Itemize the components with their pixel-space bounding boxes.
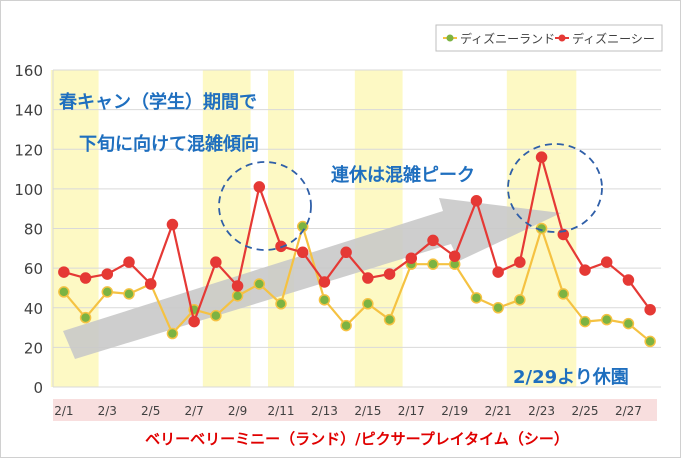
legend-marker (446, 34, 454, 42)
data-point (210, 256, 222, 268)
annotation-text: 春キャン（学生）期間で (59, 91, 257, 113)
data-point (427, 234, 439, 247)
data-point (557, 288, 570, 300)
x-tick-label: 2/7 (184, 404, 203, 418)
trend-arrow (63, 198, 561, 359)
annotation-text: 連休は混雑ピーク (331, 164, 475, 186)
dashed-circle (218, 161, 312, 251)
data-point (362, 298, 374, 310)
x-tick-label: 2/9 (228, 404, 247, 418)
data-point (58, 286, 70, 298)
data-point (383, 313, 396, 326)
data-point (470, 195, 483, 207)
x-axis-title: ベリーベリーミニー（ランド）/ピクサープレイタイム（シー） (145, 430, 569, 448)
data-point (188, 315, 200, 328)
data-point (622, 274, 635, 286)
data-point (79, 311, 92, 324)
y-tick-label: 0 (33, 379, 43, 397)
data-point (470, 292, 483, 304)
data-point (492, 302, 504, 314)
y-tick-label: 160 (14, 62, 43, 80)
data-point (405, 252, 418, 264)
data-point (644, 303, 656, 316)
series-land (58, 220, 656, 348)
series-sea (58, 151, 656, 328)
data-point (644, 335, 656, 348)
data-point (231, 290, 244, 302)
legend-label: ディズニーランド (460, 31, 555, 46)
x-tick-label: 2/15 (354, 404, 381, 418)
y-tick-label: 140 (14, 102, 43, 120)
dashed-circle (507, 143, 603, 233)
annotation-text: 下旬に向けて混雑傾向 (79, 133, 259, 155)
data-point (579, 315, 591, 328)
data-point (101, 286, 114, 298)
x-tick-label: 2/21 (485, 404, 512, 418)
annotation-text: 2/29より休園 (513, 366, 629, 388)
y-tick-label: 60 (24, 260, 43, 278)
y-tick-label: 20 (24, 339, 43, 357)
data-point (123, 256, 135, 268)
data-point (600, 256, 613, 268)
legend: ディズニーランド ディズニーシー (435, 24, 663, 52)
data-point (535, 151, 548, 163)
data-point (492, 266, 504, 278)
legend-marker (558, 34, 566, 42)
data-point (622, 317, 635, 330)
data-point (166, 218, 179, 231)
data-point (210, 309, 222, 322)
data-point (448, 250, 461, 262)
x-tick-label: 2/19 (441, 404, 468, 418)
data-point (427, 258, 439, 270)
x-tick-label: 2/13 (311, 404, 338, 418)
y-tick-label: 100 (14, 181, 43, 199)
emphasis-circles (218, 143, 603, 251)
x-ticks: 2/1 2/3 2/5 2/7 2/9 2/11 2/13 2/15 2/17 2/19 2/21 2… (54, 404, 642, 418)
y-tick-label: 120 (14, 141, 43, 159)
legend-box (435, 24, 663, 52)
x-tick-label: 2/1 (54, 404, 73, 418)
data-point (101, 268, 114, 280)
legend-label: ディズニーシー (572, 31, 655, 46)
data-point (383, 268, 396, 280)
series-line (63, 156, 652, 323)
data-point (253, 278, 266, 290)
data-point (340, 246, 352, 259)
data-point (231, 280, 244, 292)
data-point (600, 313, 613, 326)
data-point (514, 294, 526, 306)
x-tick-label: 2/17 (398, 404, 425, 418)
x-tick-label: 2/23 (528, 404, 555, 418)
data-point (275, 298, 287, 310)
data-point (253, 181, 266, 193)
x-tick-label: 2/5 (141, 404, 160, 418)
data-point (514, 256, 526, 268)
y-gridlines: 0 20 40 60 80 100 120 140 160 (14, 62, 661, 397)
data-point (362, 272, 374, 284)
x-tick-label: 2/3 (98, 404, 117, 418)
data-point (296, 246, 309, 259)
y-tick-label: 80 (24, 221, 43, 239)
data-point (144, 278, 157, 290)
data-point (340, 319, 352, 332)
x-tick-label: 2/27 (615, 404, 642, 418)
x-tick-label: 2/25 (572, 404, 599, 418)
data-point (166, 327, 179, 340)
data-point (123, 288, 135, 300)
series-line (63, 225, 651, 343)
data-point (318, 276, 331, 288)
data-point (58, 266, 70, 278)
data-point (318, 294, 331, 306)
y-tick-label: 40 (24, 300, 43, 318)
x-tick-label: 2/11 (268, 404, 295, 418)
data-point (79, 272, 92, 284)
data-point (579, 264, 591, 276)
x-axis-strip (53, 399, 657, 421)
